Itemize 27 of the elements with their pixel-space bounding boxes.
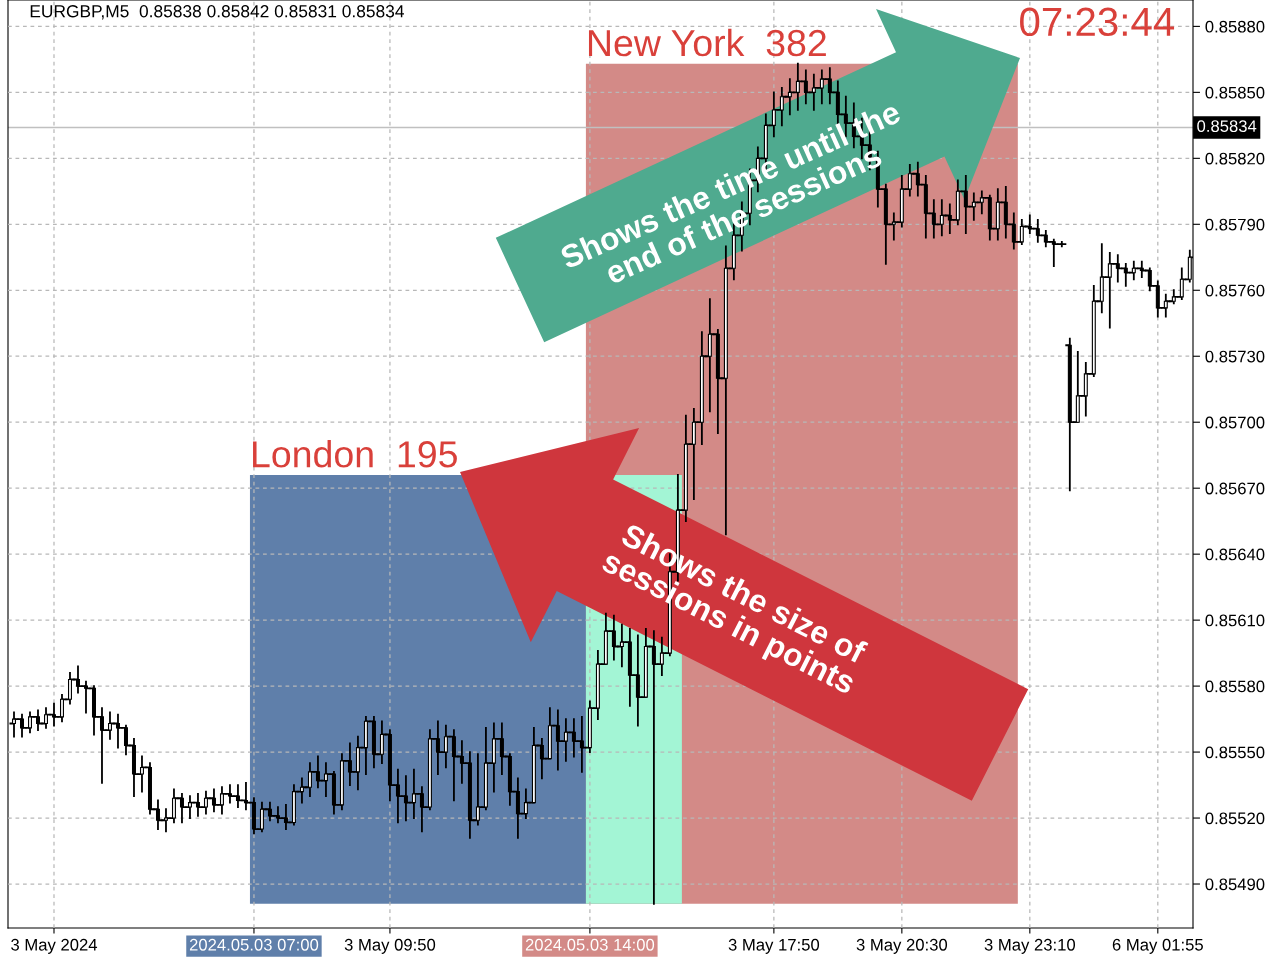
annotation: New York 382 (588, 28, 826, 57)
y-tick-label: 0.85850 (1205, 86, 1265, 99)
y-tick-label: 0.85640 (1205, 548, 1265, 561)
y-tick-label: 0.85670 (1205, 482, 1265, 495)
y-tick-label: 0.85820 (1205, 152, 1265, 165)
y-tick-label: 0.85880 (1205, 20, 1265, 33)
y-tick-label: 0.85580 (1205, 680, 1265, 693)
ref-line-label: 0.85834 (1197, 120, 1257, 133)
x-tick-label: 3 May 2024 (11, 938, 98, 954)
y-tick-label: 0.85490 (1205, 878, 1265, 891)
x-tick-label: 3 May 20:30 (856, 938, 948, 954)
x-tick-label: 2024.05.03 14:00 (525, 938, 655, 951)
annotation: 07:23:44 (1020, 7, 1175, 37)
y-tick-label: 0.85610 (1205, 614, 1265, 627)
x-tick-label: 3 May 09:50 (344, 938, 436, 954)
annotation: London 195 (253, 440, 457, 468)
y-tick-label: 0.85790 (1205, 218, 1265, 231)
x-tick-label: 2024.05.03 07:00 (189, 938, 319, 951)
x-tick-label: 3 May 23:10 (984, 938, 1076, 954)
y-tick-label: 0.85550 (1205, 746, 1265, 759)
x-tick-label: 6 May 01:55 (1112, 938, 1203, 954)
x-tick-label: 3 May 17:50 (728, 938, 820, 954)
y-tick-label: 0.85520 (1205, 812, 1265, 825)
y-tick-label: 0.85760 (1205, 284, 1265, 297)
chart-title: EURGBP,M5 0.85838 0.85842 0.85831 0.85834 (30, 5, 404, 20)
y-tick-label: 0.85730 (1205, 350, 1265, 363)
y-tick-label: 0.85700 (1205, 416, 1265, 429)
